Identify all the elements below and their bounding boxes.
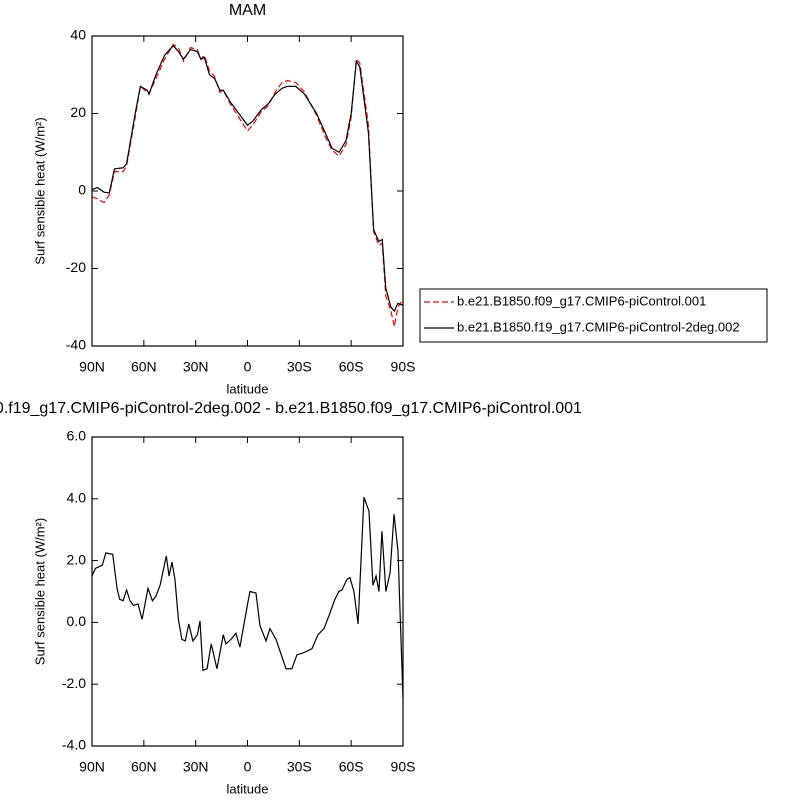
legend-box xyxy=(419,288,768,343)
y-tick-label: 0 xyxy=(78,182,86,198)
series-line xyxy=(92,497,403,699)
y-tick-label: -20 xyxy=(66,259,86,275)
x-tick-label: 0 xyxy=(244,359,252,375)
legend-label: b.e21.B1850.f09_g17.CMIP6-piControl.001 xyxy=(457,293,706,308)
series-line xyxy=(92,44,403,313)
y-tick-label: 20 xyxy=(70,104,86,120)
y-tick-label: 2.0 xyxy=(67,551,87,567)
x-tick-label: 90N xyxy=(79,759,105,775)
x-tick-label: 90S xyxy=(391,759,416,775)
x-axis-label: latitude xyxy=(227,381,269,396)
x-tick-label: 60S xyxy=(339,759,364,775)
plot-frame xyxy=(91,35,404,347)
y-tick-label: 0.0 xyxy=(67,613,87,629)
x-axis-label: latitude xyxy=(227,781,269,796)
y-axis-label: Surf sensible heat (W/m²) xyxy=(32,518,47,665)
chart-title: b.e21.B1850.f19_g17.CMIP6-piControl-2deg… xyxy=(0,400,582,417)
x-tick-label: 30N xyxy=(183,759,209,775)
x-tick-label: 30S xyxy=(287,359,312,375)
y-tick-label: -4.0 xyxy=(62,737,86,753)
chart-title: MAM xyxy=(229,2,266,19)
legend-label: b.e21.B1850.f19_g17.CMIP6-piControl-2deg… xyxy=(457,319,740,334)
y-tick-label: 40 xyxy=(70,27,86,43)
x-tick-label: 60S xyxy=(339,359,364,375)
x-tick-label: 0 xyxy=(244,759,252,775)
x-tick-label: 30N xyxy=(183,359,209,375)
y-tick-label: 4.0 xyxy=(67,490,87,506)
x-tick-label: 60N xyxy=(131,759,157,775)
y-tick-label: -40 xyxy=(66,337,86,353)
x-tick-label: 90N xyxy=(79,359,105,375)
plot-frame xyxy=(91,436,404,747)
y-tick-label: -2.0 xyxy=(62,675,86,691)
x-tick-label: 30S xyxy=(287,759,312,775)
x-tick-label: 60N xyxy=(131,359,157,375)
y-tick-label: 6.0 xyxy=(67,428,87,444)
y-axis-label: Surf sensible heat (W/m²) xyxy=(32,117,47,264)
x-tick-label: 90S xyxy=(391,359,416,375)
series-line xyxy=(92,43,403,327)
